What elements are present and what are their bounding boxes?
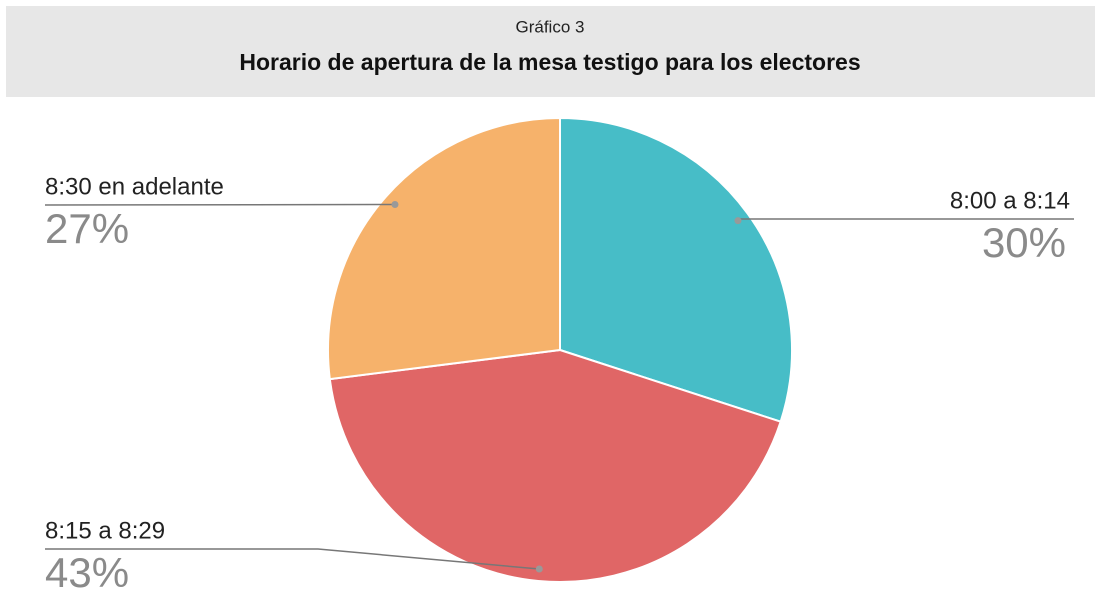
pie-slice xyxy=(327,116,561,381)
pie-slice xyxy=(328,348,782,583)
header-band xyxy=(6,6,1095,97)
data-label: 30% xyxy=(982,219,1066,266)
legend-label: 8:15 a 8:29 xyxy=(45,517,165,544)
leader-dot xyxy=(535,565,543,573)
leader-dot xyxy=(734,217,742,225)
pie-slice xyxy=(559,116,793,423)
legend-label: 8:30 en adelante xyxy=(45,173,224,200)
chart-title: Horario de apertura de la mesa testigo p… xyxy=(239,49,860,75)
legend-label: 8:00 a 8:14 xyxy=(950,187,1070,214)
data-label: 43% xyxy=(45,549,129,594)
leader-line xyxy=(45,548,540,570)
leader-dot xyxy=(391,201,399,209)
chart-subtitle: Gráfico 3 xyxy=(516,17,585,36)
data-label: 27% xyxy=(45,205,129,252)
